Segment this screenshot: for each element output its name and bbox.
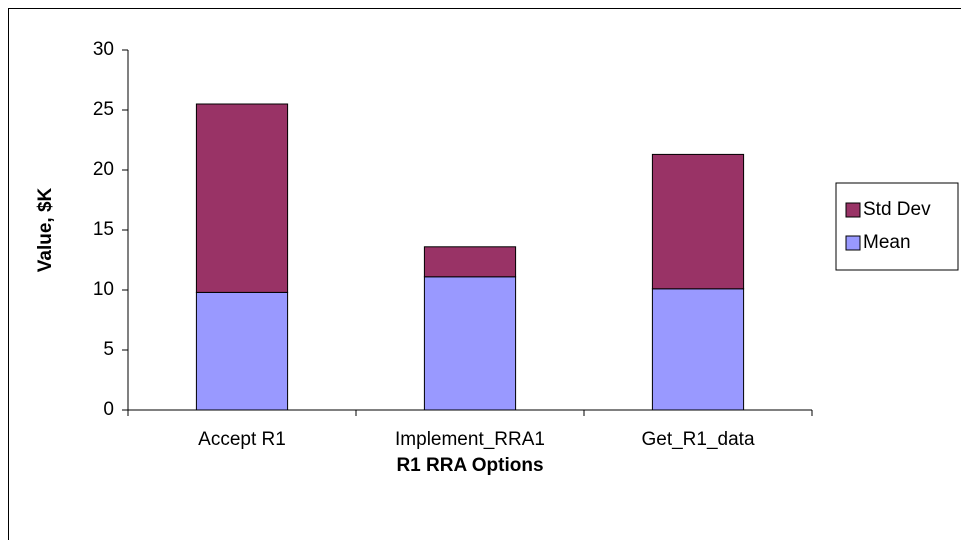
- x-tick-label: Accept R1: [198, 429, 286, 450]
- legend-label: Mean: [863, 232, 911, 253]
- y-tick-label: 30: [93, 39, 114, 60]
- x-tick-label: Implement_RRA1: [395, 429, 545, 450]
- y-tick-label: 20: [93, 159, 114, 180]
- legend-label: Std Dev: [863, 199, 931, 220]
- legend-swatch: [845, 235, 861, 251]
- bar-segment: [423, 276, 517, 411]
- legend-swatch: [845, 202, 861, 218]
- legend-box: [835, 182, 959, 271]
- y-axis-title: Value, $K: [35, 187, 56, 272]
- y-tick-label: 5: [103, 339, 114, 360]
- y-tick-label: 25: [93, 99, 114, 120]
- y-tick-label: 10: [93, 279, 114, 300]
- chart-border: [8, 8, 961, 540]
- bar-segment: [651, 288, 745, 411]
- y-tick-label: 15: [93, 219, 114, 240]
- x-axis-title: R1 RRA Options: [396, 455, 543, 476]
- bar-segment: [423, 246, 517, 278]
- y-tick-label: 0: [103, 399, 114, 420]
- bar-segment: [651, 153, 745, 290]
- bar-segment: [195, 291, 289, 411]
- bar-segment: [195, 103, 289, 293]
- x-tick-label: Get_R1_data: [641, 429, 754, 450]
